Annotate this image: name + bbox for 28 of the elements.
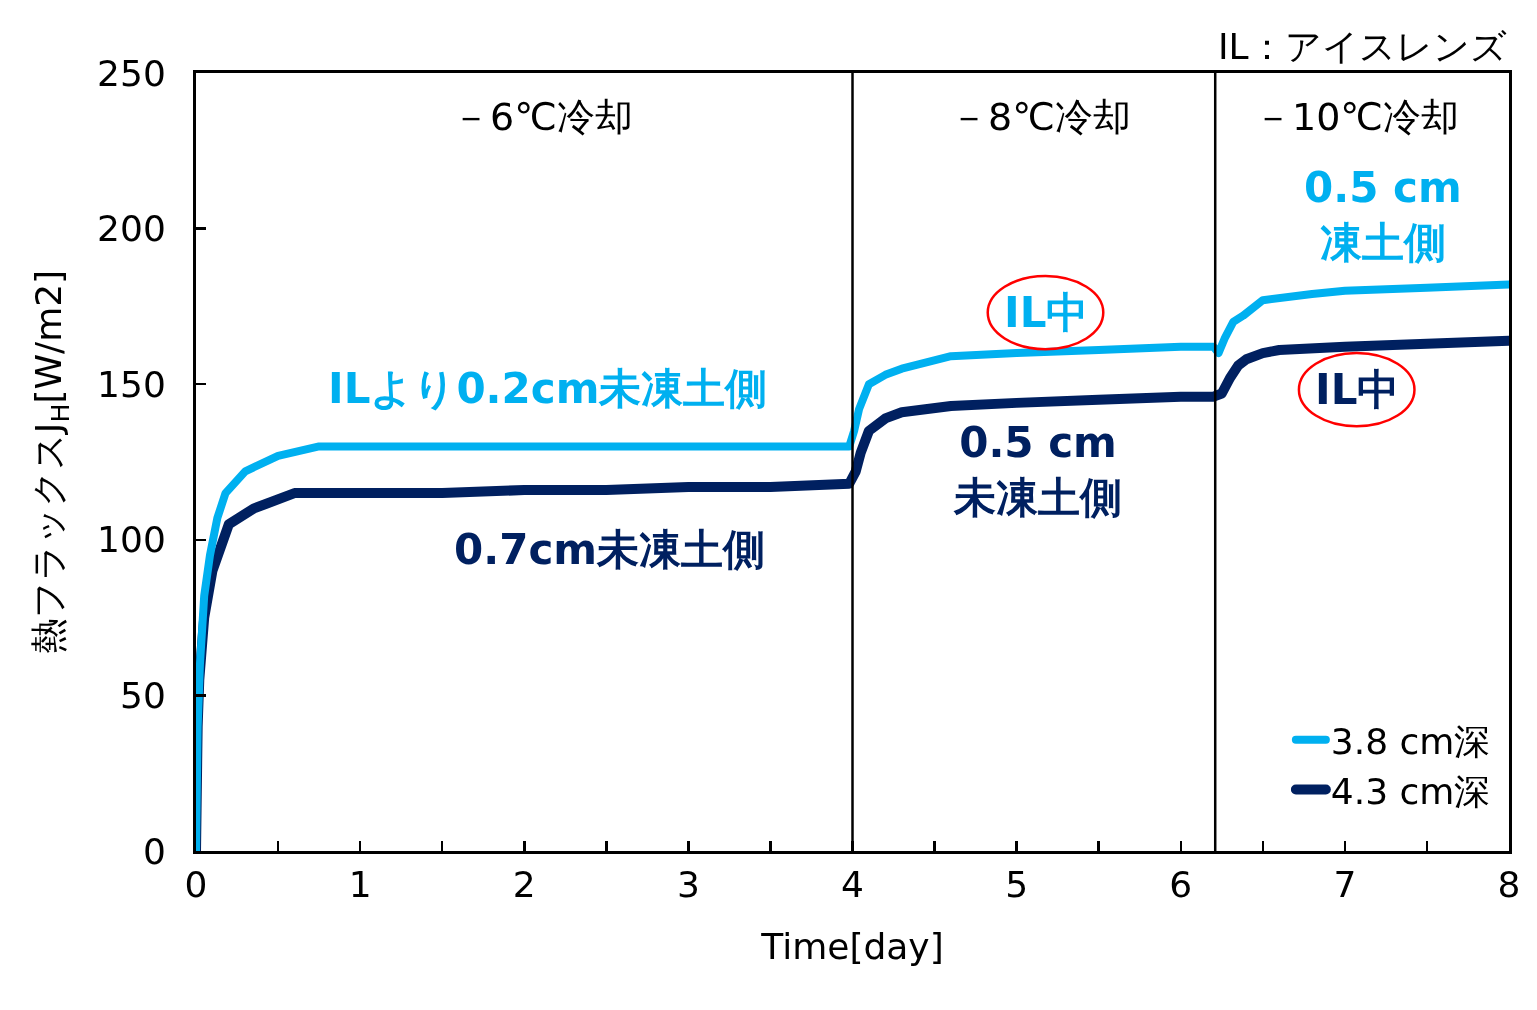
x-tick-label: 1 — [348, 864, 372, 906]
annotation: ILより0.2cm未凍土側 — [328, 364, 768, 413]
y-tick-label: 250 — [97, 52, 166, 94]
annotation: －8℃冷却 — [950, 95, 1131, 139]
text: IL：アイスレンズ — [1218, 26, 1507, 67]
annotation: －6℃冷却 — [452, 95, 633, 139]
x-tick-label: 3 — [676, 864, 700, 906]
x-tick-label: 6 — [1169, 864, 1193, 906]
annotation: 0.5 cm 未凍土側 — [953, 418, 1122, 522]
y-tick-label: 0 — [142, 830, 166, 872]
annotation: －10℃冷却 — [1254, 95, 1460, 139]
y-tick-label: 200 — [97, 208, 166, 250]
x-tick-label: 0 — [184, 864, 208, 906]
y-tick-label: 100 — [97, 519, 166, 561]
y-tick-label: 150 — [97, 363, 166, 405]
x-tick-label: 8 — [1497, 864, 1521, 906]
annotation: 0.7cm未凍土側 — [454, 525, 766, 574]
y-tick-label: 50 — [119, 675, 166, 716]
x-tick-label: 4 — [841, 864, 864, 906]
legend-label: 3.8 cm深 — [1330, 720, 1491, 762]
annotation: 0.5 cm 凍土側 — [1304, 163, 1462, 267]
x-tick-label: 7 — [1333, 864, 1357, 906]
legend-label: 4.3 cm深 — [1330, 770, 1491, 812]
x-tick-label: 5 — [1005, 864, 1029, 906]
x-tick-label: 2 — [512, 864, 536, 906]
annotation: IL中 — [1004, 288, 1089, 337]
annotation: IL中 — [1315, 365, 1400, 414]
x-axis-title: Time[day] — [760, 925, 944, 967]
